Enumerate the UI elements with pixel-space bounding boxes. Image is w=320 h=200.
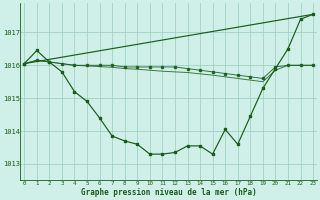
X-axis label: Graphe pression niveau de la mer (hPa): Graphe pression niveau de la mer (hPa) <box>81 188 257 197</box>
